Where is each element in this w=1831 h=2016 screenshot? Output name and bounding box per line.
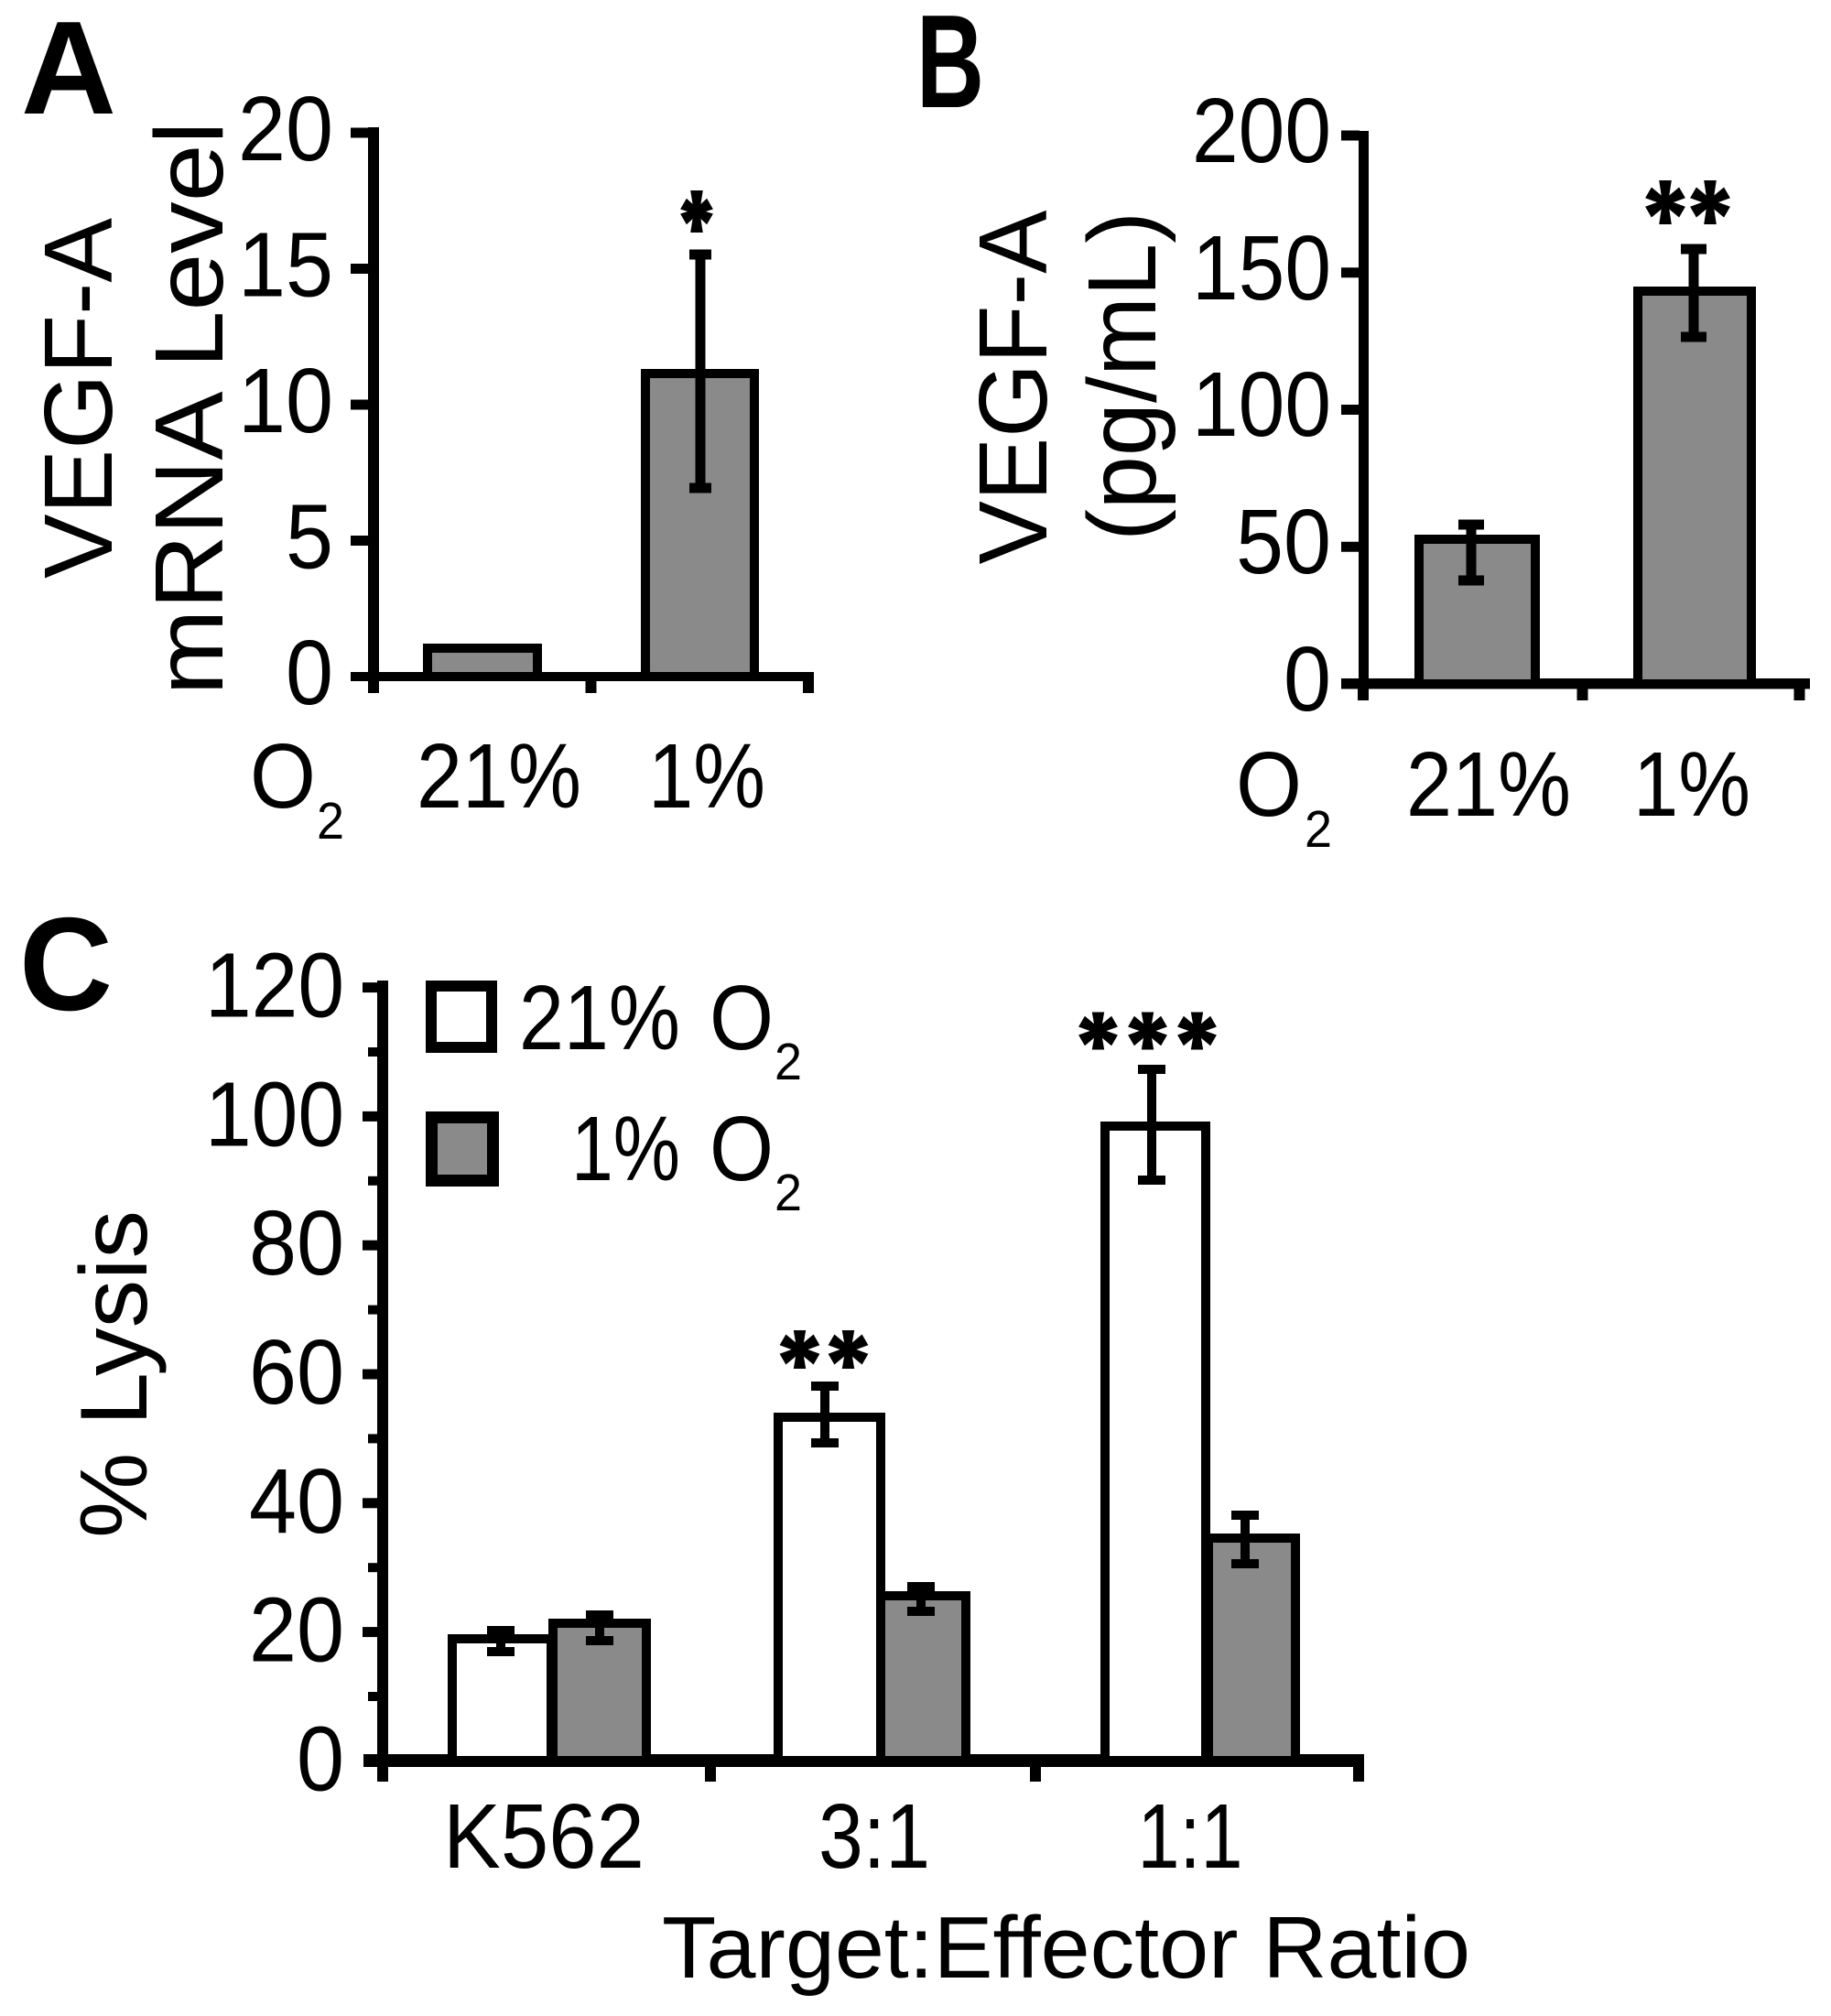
svg-text:2: 2 <box>775 1164 802 1222</box>
svg-text:40: 40 <box>249 1450 344 1553</box>
svg-text:0: 0 <box>286 622 333 724</box>
svg-text:B: B <box>916 0 984 135</box>
svg-text:mRNA Level: mRNA Level <box>135 122 244 696</box>
svg-text:150: 150 <box>1192 217 1331 320</box>
svg-text:20: 20 <box>238 78 333 180</box>
svg-text:5: 5 <box>286 486 333 589</box>
svg-text:0: 0 <box>1284 628 1331 731</box>
svg-text:100: 100 <box>205 1063 344 1165</box>
svg-text:(pg/mL): (pg/mL) <box>1068 211 1176 541</box>
svg-text:1%: 1% <box>648 725 765 828</box>
svg-text:15: 15 <box>238 214 333 317</box>
svg-text:2: 2 <box>775 1033 802 1091</box>
svg-text:1:1: 1:1 <box>1138 1785 1243 1888</box>
svg-text:60: 60 <box>249 1321 344 1424</box>
svg-text:2: 2 <box>317 792 344 851</box>
svg-text:1%: 1% <box>571 1098 680 1200</box>
svg-text:20: 20 <box>249 1579 344 1682</box>
svg-text:K562: K562 <box>443 1785 645 1888</box>
svg-text:O: O <box>710 1098 774 1200</box>
svg-text:C: C <box>19 890 113 1038</box>
svg-text:O: O <box>1236 733 1302 836</box>
svg-text:VEGF-A: VEGF-A <box>959 210 1067 564</box>
svg-text:1%: 1% <box>1633 733 1750 836</box>
svg-text:A: A <box>21 0 116 142</box>
svg-text:50: 50 <box>1236 491 1331 593</box>
svg-text:21%: 21% <box>417 725 581 828</box>
svg-text:200: 200 <box>1192 80 1331 182</box>
svg-text:0: 0 <box>297 1707 344 1810</box>
svg-text:10: 10 <box>238 350 333 452</box>
svg-text:80: 80 <box>249 1192 344 1295</box>
svg-text:21%: 21% <box>1406 733 1571 836</box>
svg-text:2: 2 <box>1305 800 1332 859</box>
svg-text:% Lysis: % Lysis <box>61 1210 168 1538</box>
svg-text:VEGF-A: VEGF-A <box>25 218 133 579</box>
svg-text:100: 100 <box>1192 353 1331 456</box>
svg-text:O: O <box>710 967 774 1069</box>
svg-text:3:1: 3:1 <box>818 1785 930 1888</box>
svg-text:120: 120 <box>205 935 344 1037</box>
svg-text:21%: 21% <box>519 967 680 1069</box>
svg-text:Target:Effector Ratio: Target:Effector Ratio <box>662 1899 1470 1997</box>
svg-text:O: O <box>250 725 316 828</box>
